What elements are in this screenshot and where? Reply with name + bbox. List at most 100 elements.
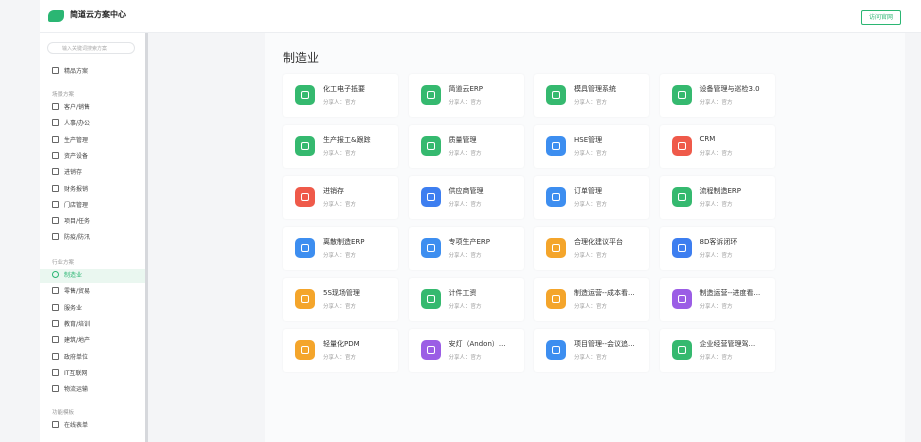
solution-card[interactable]: 进销存分享人：官方 xyxy=(283,176,398,219)
solution-card[interactable]: 5S现场管理 分享人：官方 xyxy=(283,278,398,321)
solution-card[interactable]: 质量管理 分享人：官方 xyxy=(408,125,524,168)
card-title: 供应商管理 xyxy=(448,187,484,195)
solution-card[interactable]: 离散制造ERP 分享人：官方 xyxy=(283,227,398,270)
nav-item[interactable]: 教育/培训 xyxy=(52,319,90,331)
card-sharer: 分享人：官方 xyxy=(448,202,482,208)
card-title: 进销存 xyxy=(323,187,344,195)
card-icon xyxy=(295,85,315,105)
card-sharer: 分享人：官方 xyxy=(574,304,608,310)
card-sharer: 分享人：官方 xyxy=(574,100,608,106)
card-icon xyxy=(420,85,441,105)
card-title: 轻量化PDM xyxy=(323,340,360,348)
solution-card[interactable]: 合理化建议平台 分享人：官方 xyxy=(534,227,649,270)
card-title: 生产报工&跟踪 xyxy=(323,136,371,144)
solution-card[interactable]: 制造运营--成本看... 分享人：官方 xyxy=(534,278,649,321)
card-sharer: 分享人：官方 xyxy=(323,151,357,157)
nav-item[interactable]: 进销存 xyxy=(52,167,82,179)
brand[interactable]: 简道云方案中心 xyxy=(70,10,126,19)
solution-card[interactable]: 供应商管理分享人：官方 xyxy=(408,176,524,219)
card-sharer: 分享人：官方 xyxy=(574,355,608,361)
scrollbar[interactable] xyxy=(145,33,148,442)
card-icon xyxy=(295,136,315,156)
card-icon xyxy=(420,136,441,156)
card-icon xyxy=(295,238,315,258)
card-title: CRM xyxy=(699,135,716,143)
card-icon xyxy=(295,340,315,360)
visit-button[interactable]: 访问官网 xyxy=(861,10,901,25)
card-sharer: 分享人：官方 xyxy=(448,304,482,310)
card-title: 合理化建议平台 xyxy=(574,238,623,246)
solution-card[interactable]: 项目管理--会议追... 分享人：官方 xyxy=(534,329,649,372)
featured-link[interactable]: 精品方案 xyxy=(52,66,88,78)
section-title: 场景方案 xyxy=(52,92,75,98)
card-title: 制造运营--成本看... xyxy=(574,289,635,297)
card-sharer: 分享人：官方 xyxy=(448,100,482,106)
nav-item[interactable]: 人事/办公 xyxy=(52,118,90,130)
solution-card[interactable]: 专项生产ERP 分享人：官方 xyxy=(408,227,524,270)
solution-card[interactable]: 安灯（Andon）... 分享人：官方 xyxy=(408,329,524,372)
solution-card[interactable]: HSE管理分享人：官方 xyxy=(534,125,649,168)
card-sharer: 分享人：官方 xyxy=(699,253,733,259)
search-input[interactable]: 输入关键词搜索方案 xyxy=(47,42,135,54)
card-icon xyxy=(546,289,566,309)
nav-item[interactable]: 政府单位 xyxy=(52,352,88,364)
nav-item[interactable]: 物流运输 xyxy=(52,384,88,396)
card-sharer: 分享人：官方 xyxy=(699,355,733,361)
card-sharer: 分享人：官方 xyxy=(699,100,733,106)
card-icon xyxy=(295,187,315,207)
nav-item[interactable]: 门店管理 xyxy=(52,200,88,212)
nav-item[interactable]: 项目/任务 xyxy=(52,216,90,228)
card-icon xyxy=(420,340,441,360)
solution-card[interactable]: 模具管理系统 分享人：官方 xyxy=(534,74,649,117)
nav-item[interactable]: 财务报销 xyxy=(52,184,88,196)
nav-item[interactable]: 客户/销售 xyxy=(52,102,90,114)
solution-card[interactable]: CRM 分享人：官方 xyxy=(659,125,775,168)
card-sharer: 分享人：官方 xyxy=(448,355,482,361)
card-icon xyxy=(546,340,566,360)
solution-card[interactable]: 计件工资 分享人：官方 xyxy=(408,278,524,321)
card-title: 质量管理 xyxy=(448,136,477,144)
solution-card[interactable]: 企业经营管理驾... 分享人：官方 xyxy=(659,329,775,372)
solution-card[interactable]: 简道云ERP 分享人：官方 xyxy=(408,74,524,117)
section-title: 功能模板 xyxy=(52,410,75,416)
nav-item[interactable]: 零售/贸易 xyxy=(52,286,90,298)
solution-card[interactable]: 化工电子抵要 分享人：官方 xyxy=(283,74,398,117)
card-icon xyxy=(546,187,566,207)
section-title: 行业方案 xyxy=(52,260,75,266)
nav-item[interactable]: 建筑/地产 xyxy=(52,335,90,347)
nav-item[interactable]: 服务业 xyxy=(52,303,82,315)
card-title: 制造运营--进度看... xyxy=(699,289,761,297)
solution-card[interactable]: 生产报工&跟踪 分享人：官方 xyxy=(283,125,398,168)
card-icon xyxy=(546,238,566,258)
card-sharer: 分享人：官方 xyxy=(323,304,357,310)
card-icon xyxy=(671,238,692,258)
solution-card[interactable]: 制造运营--进度看... 分享人：官方 xyxy=(659,278,775,321)
card-sharer: 分享人：官方 xyxy=(323,100,357,106)
solution-card[interactable]: 流程制造ERP 分享人：官方 xyxy=(659,176,775,219)
card-sharer: 分享人：官方 xyxy=(699,151,733,157)
card-sharer: 分享人：官方 xyxy=(323,202,357,208)
card-icon xyxy=(671,136,692,156)
card-sharer: 分享人：官方 xyxy=(448,253,482,259)
card-title: HSE管理 xyxy=(574,136,603,144)
nav-item[interactable]: 防疫/防汛 xyxy=(52,232,90,244)
card-title: 项目管理--会议追... xyxy=(574,340,635,348)
solution-card[interactable]: 订单管理 分享人：官方 xyxy=(534,176,649,219)
card-title: 5S现场管理 xyxy=(323,289,360,297)
card-icon xyxy=(420,238,441,258)
solution-card[interactable]: 8D客诉闭环 分享人：官方 xyxy=(659,227,775,270)
card-title: 设备管理与巡检3.0 xyxy=(699,85,760,93)
card-icon xyxy=(671,340,692,360)
card-title: 8D客诉闭环 xyxy=(699,238,738,246)
solution-card[interactable]: 轻量化PDM 分享人：官方 xyxy=(283,329,398,372)
logo[interactable] xyxy=(48,10,64,22)
card-title: 模具管理系统 xyxy=(574,85,616,93)
solution-card[interactable]: 设备管理与巡检3.0 分享人：官方 xyxy=(659,74,775,117)
nav-item[interactable]: IT互联网 xyxy=(52,368,87,380)
nav-item[interactable]: 资产设备 xyxy=(52,151,88,163)
nav-item[interactable]: 制造业 xyxy=(52,270,82,282)
card-title: 安灯（Andon）... xyxy=(448,340,506,348)
card-sharer: 分享人：官方 xyxy=(574,151,608,157)
nav-item[interactable]: 在线表单 xyxy=(52,420,88,432)
nav-item[interactable]: 生产管理 xyxy=(52,135,88,147)
